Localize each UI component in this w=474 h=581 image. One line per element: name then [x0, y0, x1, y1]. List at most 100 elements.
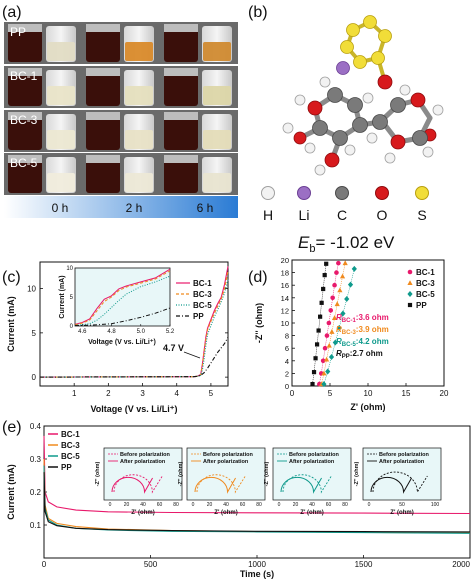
data-point-bc-1 — [324, 333, 330, 338]
chart-c-axes: 1 2 3 4 5 0 5 10 — [27, 285, 228, 398]
row-label-bc-1: BC-1 — [10, 69, 38, 83]
before-polarization-curve — [282, 474, 332, 494]
before-polarization-curve — [113, 474, 163, 494]
inset-x-tick-label: 40 — [223, 502, 229, 508]
data-point-bc-3 — [331, 315, 338, 320]
resistance-bc-5: RBC-5:4.2 ohm — [336, 337, 389, 348]
y-tick-label: 16 — [281, 281, 289, 290]
x-tick-label: 5 — [328, 389, 333, 398]
inset-xlabel: Z' (ohm) — [131, 510, 154, 516]
inset-line-bc-3 — [74, 270, 171, 326]
vial-liquid — [203, 86, 231, 105]
vial-cap — [86, 24, 120, 32]
resistance-pp: RPP:2.7 ohm — [336, 349, 383, 360]
data-point-pp — [313, 356, 318, 361]
legend-c: C — [337, 207, 347, 223]
vial-cap — [86, 68, 120, 76]
inset-legend-after: After polarization — [289, 459, 335, 465]
inset-frame — [272, 447, 352, 501]
data-point-bc-1 — [332, 282, 337, 288]
inset-x-tick-label: 80 — [342, 502, 348, 508]
annotation-4-7v: 4.7 V — [163, 343, 184, 353]
data-point-bc-5 — [340, 310, 346, 317]
inset-ylabel: -Z'' (ohm) — [95, 462, 101, 487]
legend-label-bc-3: BC-3 — [61, 441, 80, 450]
legend-li: Li — [299, 207, 310, 223]
inset-legend-after: After polarization — [379, 459, 425, 465]
carbon-swatch — [335, 186, 349, 200]
inset-x-tick-label: 60 — [240, 502, 246, 508]
molecule-structure — [282, 15, 444, 176]
series-line-pp — [39, 337, 229, 378]
energy-subscript: b — [309, 243, 315, 255]
inset-frame — [186, 447, 266, 501]
photo-row-1 — [4, 22, 238, 64]
oxygen-swatch — [375, 186, 389, 200]
inset-y-tick-label: 10 — [66, 266, 73, 272]
vial-liquid — [125, 130, 153, 149]
inset-legend-before: Before polarization — [120, 452, 170, 458]
x-tick-label: 2 — [106, 389, 111, 398]
inset-legend-before: Before polarization — [379, 452, 429, 458]
vial-liquid — [47, 130, 75, 149]
x-tick-label: 1000 — [248, 560, 266, 569]
y-tick-label: 0.3 — [30, 455, 42, 464]
dark-vial — [164, 28, 198, 62]
chart-c-inset-xlabel: Voltage (V vs. Li/Li⁺) — [88, 339, 156, 346]
x-tick-label: 500 — [144, 560, 158, 569]
inset-y-tick-label: 5 — [70, 295, 74, 301]
vial-liquid — [125, 173, 153, 192]
hydrogen-swatch — [261, 186, 275, 200]
vial-cap — [86, 112, 120, 120]
inset-ylabel: -Z'' (ohm) — [354, 462, 360, 487]
data-point-bc-3 — [334, 301, 340, 307]
inset-x-tick-label: 5.0 — [137, 329, 146, 335]
lithium-swatch — [297, 186, 311, 200]
photo-row-2 — [4, 66, 238, 108]
data-point-bc-1 — [336, 260, 341, 266]
chart-c-inset-frame — [74, 267, 171, 327]
dark-vial — [8, 159, 42, 193]
data-point-pp — [316, 328, 321, 333]
inset-legend-after: After polarization — [203, 459, 249, 465]
chart-c-legend: BC-1 BC-3 BC-5 PP — [176, 279, 212, 321]
inset-x-tick-label: 20 — [207, 502, 213, 508]
legend-label-bc-5: BC-5 — [61, 452, 80, 461]
y-tick-label: 4 — [285, 357, 289, 366]
data-point-bc-5 — [336, 325, 342, 332]
legend-marker-bc-1 — [407, 269, 413, 275]
photo-row-4 — [4, 153, 238, 195]
chart-e-xlabel: Time (s) — [240, 569, 274, 579]
legend-label-pp: PP — [193, 312, 204, 321]
y-tick-label: 14 — [281, 294, 289, 303]
panel-c: (c) 1 2 3 4 5 0 5 10 Current (mA) Voltage (V vs… — [2, 261, 229, 414]
time-label-2h: 2 h — [126, 201, 143, 215]
legend-s: S — [417, 207, 426, 223]
legend-label-bc-1: BC-1 — [416, 268, 435, 277]
series-line-pp — [43, 472, 471, 533]
after-polarization-curve — [280, 476, 322, 494]
legend-o: O — [377, 207, 388, 223]
vial-cap — [8, 112, 42, 120]
atom-legend: H Li C O S — [261, 186, 429, 223]
dark-vial — [164, 116, 198, 150]
chart-d-ylabel: -Z'' (ohm) — [254, 303, 264, 343]
data-point-bc-5 — [325, 368, 331, 375]
vial-cap — [164, 155, 198, 163]
vial-liquid — [203, 42, 231, 61]
inset-xlabel: Z' (ohm) — [390, 510, 413, 516]
photo-row-3 — [4, 110, 238, 152]
x-tick-label: 0 — [290, 389, 295, 398]
inset-x-tick-label: 5.2 — [166, 329, 175, 335]
y-tick-label: 5 — [32, 329, 37, 338]
inset-x-tick-label: 0 — [278, 502, 281, 508]
chart-c-inset-lines — [74, 268, 171, 326]
inset-line-bc-1 — [74, 268, 171, 325]
vial-cap — [8, 24, 42, 32]
data-point-bc-3 — [321, 370, 327, 376]
dark-vial — [8, 28, 42, 62]
legend-marker-bc-3 — [407, 280, 413, 285]
data-point-bc-5 — [344, 296, 350, 303]
data-point-pp — [311, 370, 317, 375]
